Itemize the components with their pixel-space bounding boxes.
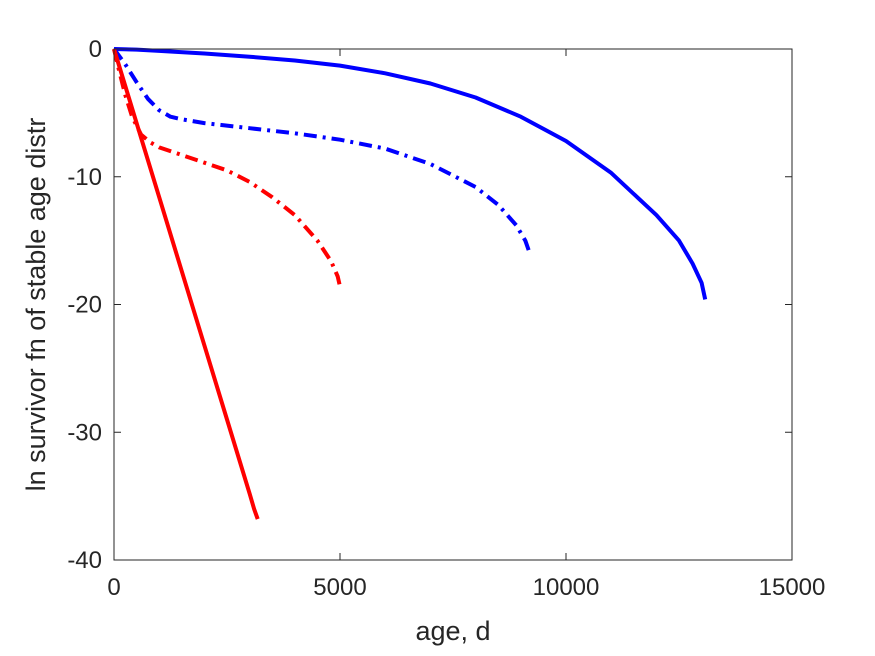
x-tick-label: 15000 — [759, 574, 826, 601]
x-tick-label: 10000 — [533, 574, 600, 601]
y-tick-label: -40 — [67, 547, 102, 574]
x-tick-label: 0 — [107, 574, 120, 601]
tick-layer: 0 5000 10000 15000 -40 -30 -20 -10 0 — [67, 36, 825, 601]
series-line-3 — [112, 48, 260, 520]
y-tick-label: 0 — [89, 36, 102, 63]
series-line-2 — [112, 47, 532, 255]
y-tick-label: -20 — [67, 292, 102, 319]
series-line-4 — [112, 48, 342, 288]
y-tick-label: -30 — [67, 419, 102, 446]
x-axis-label: age, d — [415, 616, 490, 646]
series-line-1 — [113, 47, 708, 300]
x-tick-label: 5000 — [313, 574, 366, 601]
y-axis-label: ln survivor fn of stable age distr — [21, 118, 51, 492]
series-layer — [112, 47, 708, 520]
plot-area — [114, 49, 792, 560]
y-tick-label: -10 — [67, 164, 102, 191]
